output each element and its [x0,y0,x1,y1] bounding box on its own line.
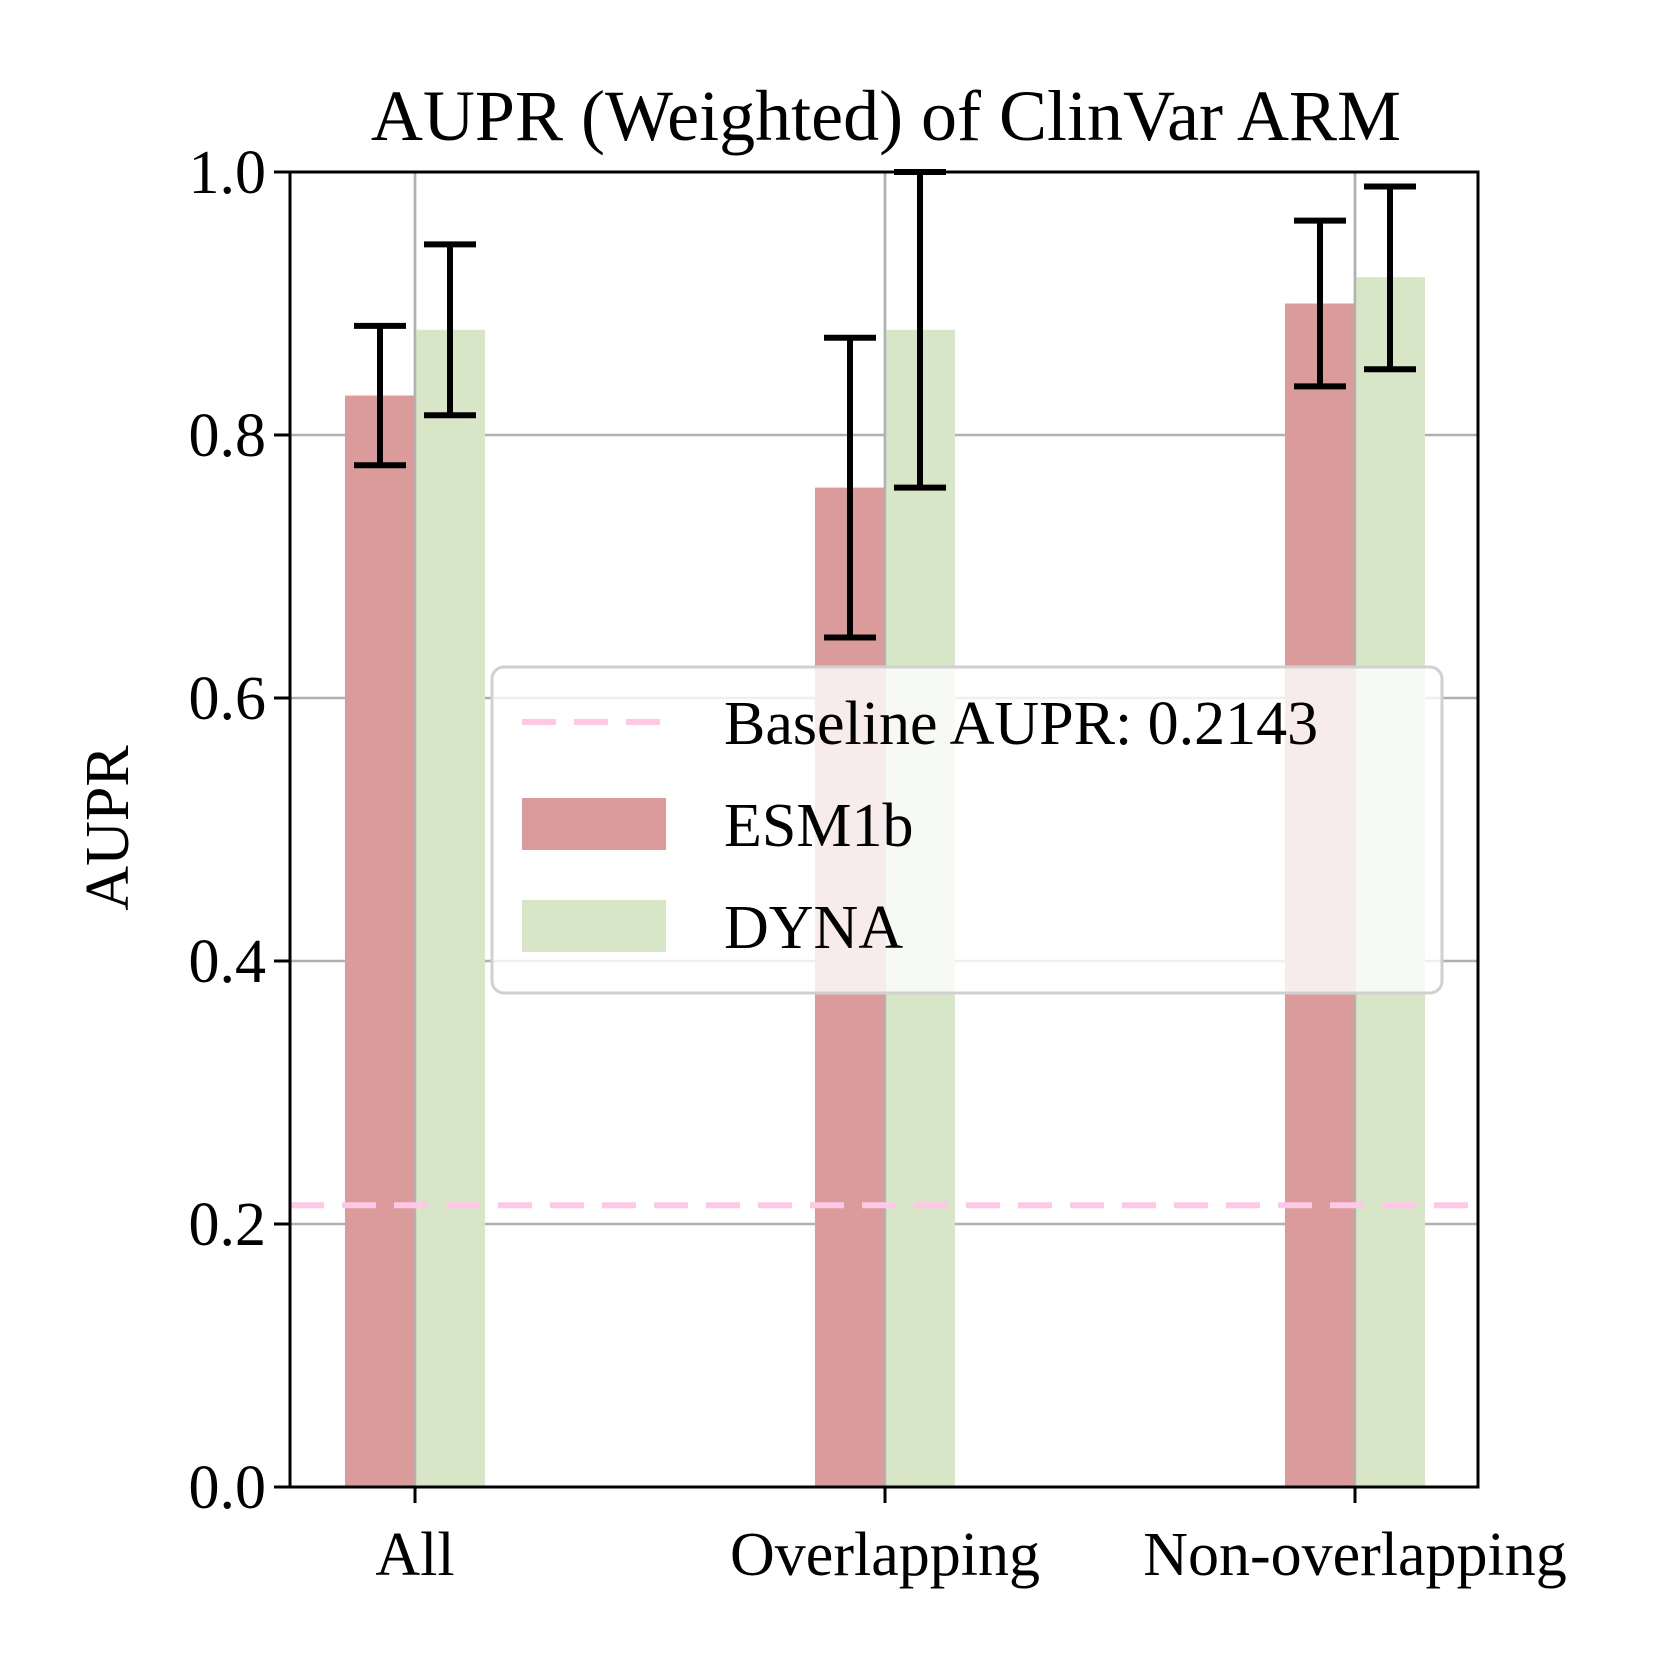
legend: Baseline AUPR: 0.2143 ESM1b DYNA [490,665,1444,995]
y-axis-label: AUPR [74,745,142,911]
legend-label-dyna: DYNA [724,894,903,962]
chart-title: AUPR (Weighted) of ClinVar ARM [371,76,1401,156]
bar-esm1b-all [345,395,415,1487]
x-tick-label: Non-overlapping [1143,1521,1567,1589]
axes: 0.0 0.2 0.4 0.6 0.8 1.0 All Overlapping Non-over… [189,139,1567,1589]
legend-baseline-label: Baseline AUPR: 0.2143 [724,690,1318,758]
y-tick-label: 0.6 [189,665,267,733]
legend-swatch-esm1b [522,798,666,850]
legend-label-esm1b: ESM1b [724,792,913,860]
y-tick-label: 0.0 [189,1454,267,1522]
bar-dyna-all [415,329,485,1487]
y-tick-label: 0.8 [189,402,267,470]
x-tick-label: All [375,1521,454,1589]
y-tick-label: 0.2 [189,1191,267,1259]
x-tick-label: Overlapping [730,1521,1040,1589]
legend-swatch-dyna [522,900,666,952]
y-tick-label: 1.0 [189,139,267,207]
legend-box [490,665,1444,995]
y-tick-label: 0.4 [189,928,267,996]
